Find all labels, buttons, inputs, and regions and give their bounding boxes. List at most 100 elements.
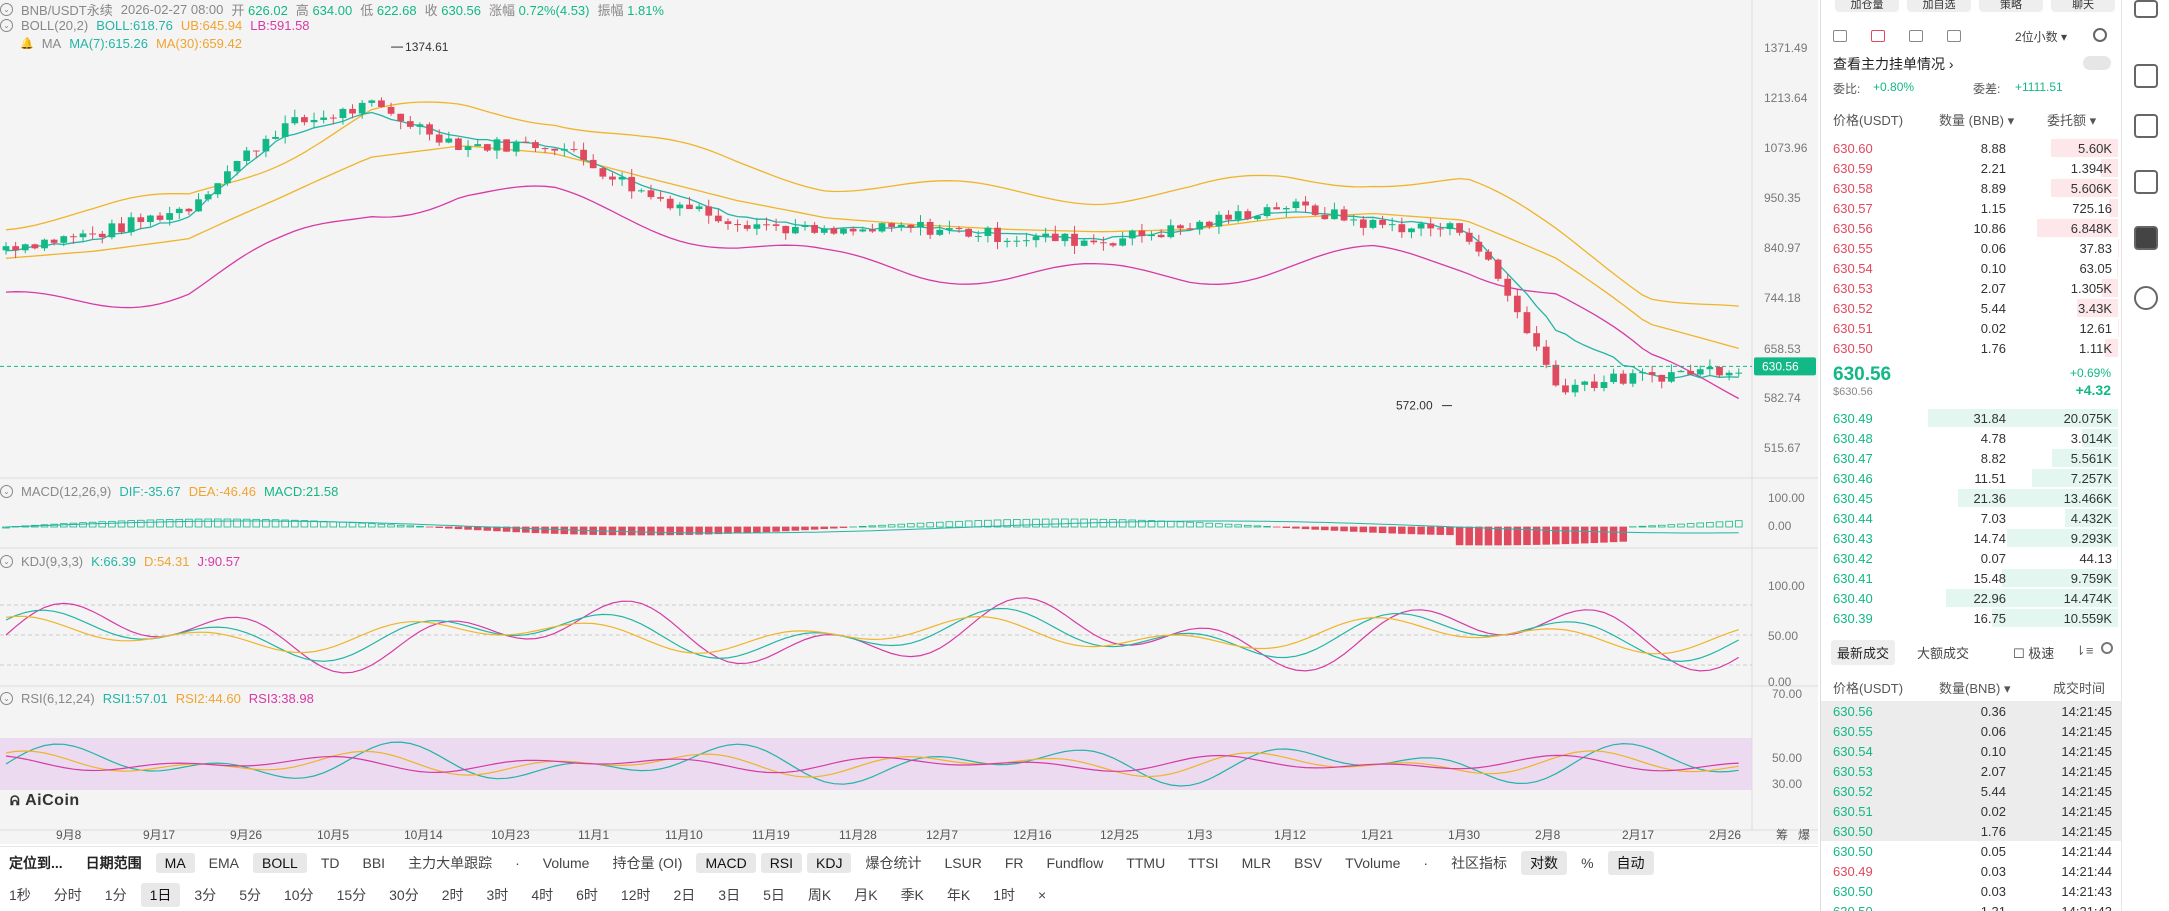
toolbar-indicator-button[interactable]: EMA — [208, 854, 240, 871]
ask-row[interactable]: 630.50 1.76 1.11K — [1821, 338, 2122, 358]
bid-row[interactable]: 630.45 21.36 13.466K — [1821, 488, 2122, 508]
collapse-icon[interactable]: ⌄ — [0, 485, 13, 498]
interval-button[interactable]: 1秒 — [9, 886, 31, 903]
ma-name[interactable]: MA — [41, 36, 62, 51]
trades-qty-header[interactable]: 数量(BNB) ▾ — [1939, 681, 2011, 696]
interval-button[interactable]: 1分 — [104, 886, 127, 903]
bid-row[interactable]: 630.49 31.84 20.075K — [1821, 408, 2122, 428]
main-orders-toggle[interactable] — [2083, 56, 2111, 70]
toolbar-indicator-button[interactable]: RSI — [760, 852, 803, 873]
rsi-name[interactable]: RSI(6,12,24) — [21, 691, 95, 706]
toolbar-indicator-button[interactable]: LSUR — [944, 854, 982, 871]
toolbar-indicator-button[interactable]: BBI — [362, 854, 386, 871]
toolbar-indicator-button[interactable]: Fundflow — [1046, 854, 1104, 871]
interval-button[interactable]: 5日 — [763, 886, 785, 903]
collapse-icon[interactable]: ⌄ — [0, 3, 13, 16]
ask-row[interactable]: 630.59 2.21 1.394K — [1821, 158, 2122, 178]
interval-button[interactable]: 季K — [900, 886, 924, 903]
toolbar-indicator-button[interactable]: BOLL — [253, 852, 307, 873]
ask-row[interactable]: 630.56 10.86 6.848K — [1821, 218, 2122, 238]
interval-button[interactable]: 2时 — [441, 886, 464, 903]
interval-button[interactable]: 4时 — [531, 886, 554, 903]
bid-row[interactable]: 630.42 0.07 44.13 — [1821, 548, 2122, 568]
interval-button[interactable]: 年K — [946, 886, 971, 903]
interval-button[interactable]: 3日 — [718, 886, 741, 903]
toolbar-indicator-button[interactable]: FR — [1004, 854, 1024, 871]
toolbar-indicator-button[interactable]: KDJ — [807, 852, 852, 873]
bell-icon[interactable]: 🔔 — [20, 38, 34, 50]
dollar-icon[interactable] — [2134, 0, 2158, 18]
interval-button[interactable]: 5分 — [239, 886, 261, 903]
toolbar-indicator-button[interactable]: 对数 — [1521, 850, 1568, 875]
toolbar-indicator-button[interactable]: 自动 — [1607, 850, 1654, 875]
interval-button[interactable]: 1日 — [140, 882, 181, 907]
bid-row[interactable]: 630.48 4.78 3.014K — [1821, 428, 2122, 448]
col-qty-header[interactable]: 数量 (BNB) ▾ — [1939, 113, 2015, 128]
bank-icon[interactable] — [2134, 170, 2158, 194]
collapse-icon[interactable]: ⌄ — [0, 19, 13, 32]
toolbar-indicator-button[interactable]: 持仓量 (OI) — [612, 854, 683, 871]
top-action-button[interactable]: 策略 — [1979, 0, 2043, 12]
kdj-name[interactable]: KDJ(9,3,3) — [21, 554, 84, 569]
tab-large-trades[interactable]: 大额成交 — [1917, 646, 1970, 661]
toolbar-indicator-button[interactable]: 主力大单跟踪 — [408, 854, 493, 871]
grid-icon[interactable] — [1833, 30, 1847, 42]
collapse-icon[interactable]: ⌄ — [0, 692, 13, 705]
ask-row[interactable]: 630.53 2.07 1.305K — [1821, 278, 2122, 298]
top-action-button[interactable]: 加自选 — [1907, 0, 1971, 12]
toolbar-indicator-button[interactable]: · — [515, 854, 520, 871]
bids-icon[interactable] — [1909, 30, 1923, 42]
tab-latest-trades[interactable]: 最新成交 — [1831, 640, 1896, 665]
settings-icon[interactable] — [2101, 642, 2113, 654]
toolbar-indicator-button[interactable]: 爆仓统计 — [865, 854, 922, 871]
interval-button[interactable]: 12时 — [620, 886, 651, 903]
robot-icon[interactable] — [2134, 226, 2158, 250]
list-icon[interactable] — [2134, 114, 2158, 138]
bid-row[interactable]: 630.43 14.74 9.293K — [1821, 528, 2122, 548]
interval-button[interactable]: × — [1038, 886, 1047, 903]
top-action-button[interactable]: 加仓量 — [1835, 0, 1899, 12]
bid-row[interactable]: 630.44 7.03 4.432K — [1821, 508, 2122, 528]
boll-name[interactable]: BOLL(20,2) — [21, 18, 89, 33]
bid-row[interactable]: 630.47 8.82 5.561K — [1821, 448, 2122, 468]
interval-button[interactable]: 1时 — [993, 886, 1016, 903]
chat-icon[interactable] — [2134, 286, 2158, 310]
interval-button[interactable]: 2日 — [673, 886, 696, 903]
ask-row[interactable]: 630.60 8.88 5.60K — [1821, 138, 2122, 158]
bid-row[interactable]: 630.41 15.48 9.759K — [1821, 568, 2122, 588]
toolbar-indicator-button[interactable]: BSV — [1294, 854, 1323, 871]
interval-button[interactable]: 10分 — [283, 886, 314, 903]
toolbar-indicator-button[interactable]: MA — [155, 852, 195, 873]
bid-row[interactable]: 630.39 16.75 10.559K — [1821, 608, 2122, 628]
candlestick-chart[interactable]: 1371.49 1213.64 1073.96 950.35 840.97 744.18 6… — [0, 0, 1818, 844]
toolbar-indicator-button[interactable]: TVolume — [1345, 854, 1401, 871]
ask-row[interactable]: 630.58 8.89 5.606K — [1821, 178, 2122, 198]
toolbar-indicator-button[interactable]: 社区指标 — [1451, 854, 1508, 871]
main-orders-link[interactable]: 查看主力挂单情况 › — [1833, 56, 1954, 72]
interval-button[interactable]: 15分 — [336, 886, 367, 903]
toolbar-indicator-button[interactable]: % — [1581, 854, 1594, 871]
precision-select[interactable]: 2位小数 ▾ — [2015, 30, 2068, 44]
interval-button[interactable]: 分时 — [53, 886, 82, 903]
ask-row[interactable]: 630.55 0.06 37.83 — [1821, 238, 2122, 258]
toolbar-indicator-button[interactable]: 日期范围 — [85, 854, 142, 871]
bid-row[interactable]: 630.46 11.51 7.257K — [1821, 468, 2122, 488]
toolbar-indicator-button[interactable]: MACD — [696, 852, 756, 873]
ask-row[interactable]: 630.51 0.02 12.61 — [1821, 318, 2122, 338]
interval-button[interactable]: 3时 — [486, 886, 509, 903]
interval-button[interactable]: 3分 — [194, 886, 217, 903]
toolbar-indicator-button[interactable]: TD — [320, 854, 340, 871]
toolbar-indicator-button[interactable]: TTMU — [1126, 854, 1166, 871]
top-action-button[interactable]: 聊天 — [2051, 0, 2115, 12]
interval-button[interactable]: 30分 — [389, 886, 419, 903]
filter-icon[interactable]: ⇂≡ — [2075, 643, 2094, 658]
toolbar-indicator-button[interactable]: 定位到... — [9, 854, 63, 871]
fast-mode-checkbox[interactable]: ☐ 极速 — [2013, 646, 2055, 661]
interval-button[interactable]: 周K — [807, 886, 832, 903]
interval-button[interactable]: 6时 — [576, 886, 598, 903]
col-amt-header[interactable]: 委托额 ▾ — [2047, 113, 2097, 128]
macd-name[interactable]: MACD(12,26,9) — [21, 484, 112, 499]
ask-row[interactable]: 630.52 5.44 3.43K — [1821, 298, 2122, 318]
collapse-icon[interactable]: ⌄ — [0, 555, 13, 568]
bid-row[interactable]: 630.40 22.96 14.474K — [1821, 588, 2122, 608]
